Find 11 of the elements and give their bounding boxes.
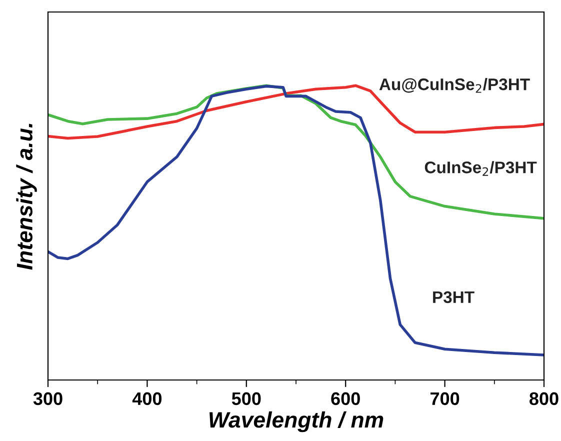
x-tick-label: 600 — [331, 392, 360, 406]
y-axis-title: Intensity / a.u. — [16, 124, 37, 270]
x-tick-label: 500 — [232, 392, 261, 406]
series-label: CuInSe$_{2}$/P3HT — [424, 161, 537, 176]
x-tick-label: 700 — [430, 392, 460, 406]
x-tick-label: 800 — [530, 392, 558, 406]
series-label: Au@CuInSe$_{2}$/P3HT — [379, 78, 530, 93]
x-tick-label: 400 — [132, 392, 162, 406]
x-tick-label: 300 — [33, 392, 62, 406]
text: P3HT — [433, 291, 474, 304]
x-axis-title: Wavelength / nm — [210, 411, 384, 432]
